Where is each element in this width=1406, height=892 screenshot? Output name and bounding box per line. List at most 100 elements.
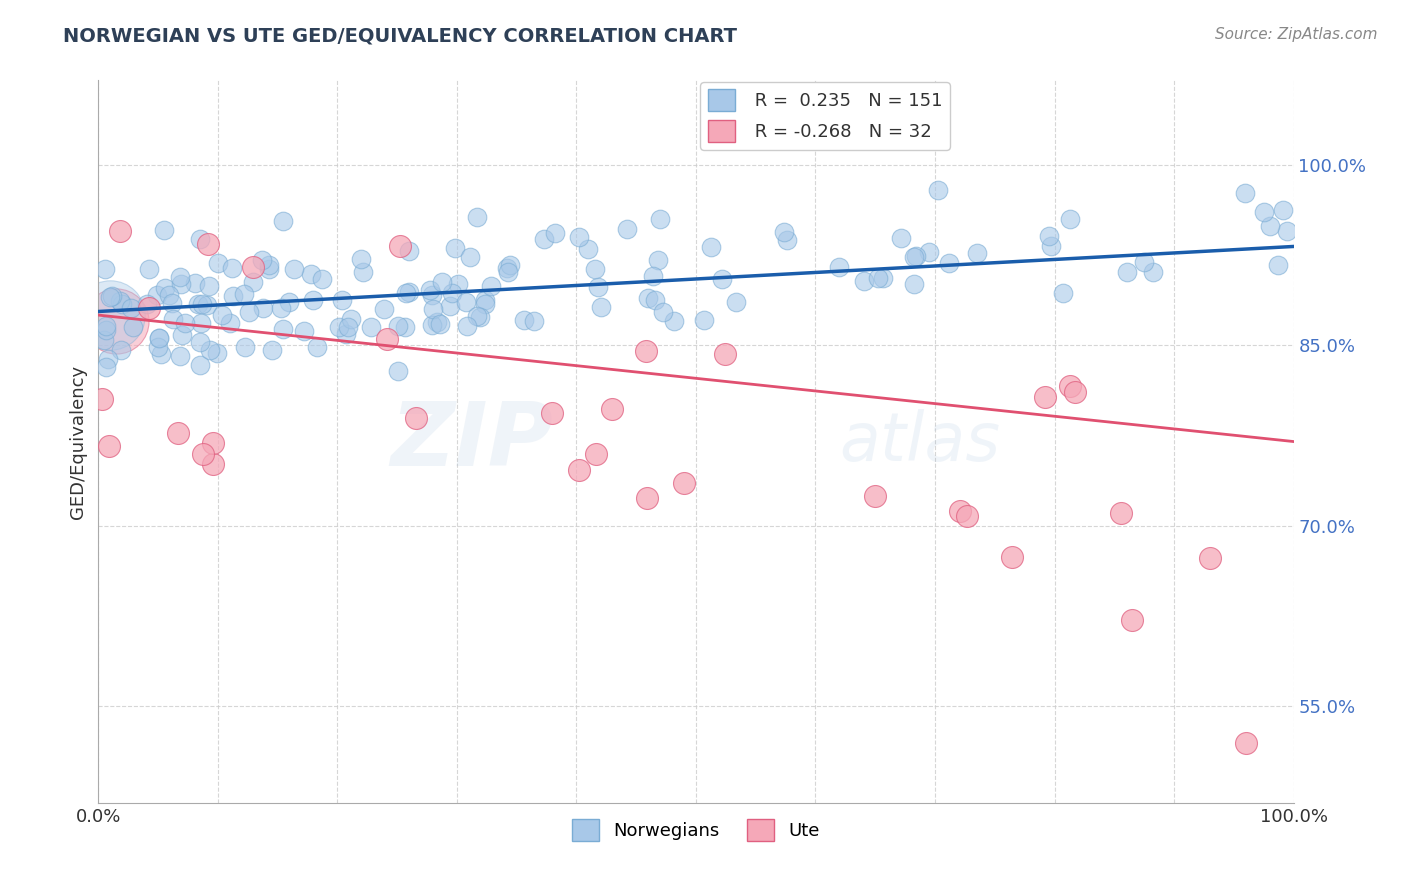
Y-axis label: GED/Equivalency: GED/Equivalency: [69, 365, 87, 518]
Point: [419, 283, 441, 297]
Point: [903, 277, 925, 291]
Point: [187, 297, 209, 311]
Point: [387, 364, 409, 378]
Point: [197, 237, 219, 252]
Point: [420, 288, 443, 302]
Point: [148, 331, 170, 345]
Point: [927, 183, 949, 197]
Point: [616, 222, 638, 236]
Point: [583, 261, 606, 276]
Point: [311, 272, 333, 286]
Point: [328, 320, 350, 334]
Point: [398, 244, 420, 258]
Point: [772, 225, 794, 239]
Point: [439, 299, 461, 313]
Point: [202, 457, 225, 471]
Point: [429, 318, 451, 332]
Point: [903, 250, 925, 264]
Text: ZIP: ZIP: [389, 398, 553, 485]
Point: [273, 213, 295, 227]
Point: [149, 347, 172, 361]
Point: [184, 277, 207, 291]
Point: [387, 318, 409, 333]
Point: [190, 358, 212, 372]
Point: [827, 260, 849, 274]
Point: [468, 310, 491, 325]
Point: [299, 268, 322, 282]
Point: [1063, 385, 1085, 400]
Point: [673, 476, 696, 491]
Point: [1059, 379, 1081, 393]
Point: [1271, 202, 1294, 217]
Point: [94, 262, 117, 277]
Text: atlas: atlas: [839, 409, 1001, 475]
Point: [890, 231, 912, 245]
Point: [97, 352, 120, 367]
Point: [232, 286, 254, 301]
Point: [648, 211, 671, 226]
Point: [467, 309, 489, 323]
Point: [533, 231, 555, 245]
Point: [148, 331, 170, 345]
Point: [1116, 265, 1139, 279]
Point: [474, 296, 496, 310]
Point: [872, 270, 894, 285]
Point: [430, 275, 453, 289]
Point: [93, 333, 115, 347]
Point: [440, 285, 463, 300]
Point: [302, 293, 325, 307]
Point: [1039, 238, 1062, 252]
Point: [122, 320, 145, 334]
Point: [634, 343, 657, 358]
Point: [776, 233, 799, 247]
Point: [138, 261, 160, 276]
Point: [644, 293, 666, 307]
Text: NORWEGIAN VS UTE GED/EQUIVALENCY CORRELATION CHART: NORWEGIAN VS UTE GED/EQUIVALENCY CORRELA…: [63, 27, 737, 45]
Point: [153, 280, 176, 294]
Point: [918, 244, 941, 259]
Point: [444, 241, 467, 255]
Point: [652, 305, 675, 319]
Point: [863, 489, 886, 503]
Text: Source: ZipAtlas.com: Source: ZipAtlas.com: [1215, 27, 1378, 42]
Point: [98, 439, 121, 453]
Point: [647, 253, 669, 268]
Point: [242, 275, 264, 289]
Point: [198, 343, 221, 358]
Point: [420, 318, 443, 333]
Point: [853, 274, 876, 288]
Point: [458, 250, 481, 264]
Point: [94, 318, 117, 333]
Point: [146, 288, 169, 302]
Point: [259, 261, 281, 276]
Point: [643, 269, 665, 284]
Point: [725, 294, 748, 309]
Point: [135, 296, 157, 310]
Point: [207, 255, 229, 269]
Point: [360, 319, 382, 334]
Point: [938, 256, 960, 270]
Point: [398, 285, 420, 300]
Point: [336, 319, 359, 334]
Point: [170, 327, 193, 342]
Point: [110, 343, 132, 358]
Point: [273, 322, 295, 336]
Point: [242, 260, 264, 274]
Point: [636, 491, 658, 505]
Point: [700, 240, 723, 254]
Point: [252, 301, 274, 315]
Point: [1253, 205, 1275, 219]
Point: [190, 335, 212, 350]
Point: [94, 323, 117, 337]
Point: [352, 264, 374, 278]
Point: [904, 249, 927, 263]
Point: [664, 314, 686, 328]
Point: [586, 280, 609, 294]
Point: [637, 291, 659, 305]
Point: [496, 265, 519, 279]
Point: [221, 289, 243, 303]
Point: [191, 447, 214, 461]
Point: [108, 224, 131, 238]
Point: [541, 405, 564, 419]
Point: [513, 313, 536, 327]
